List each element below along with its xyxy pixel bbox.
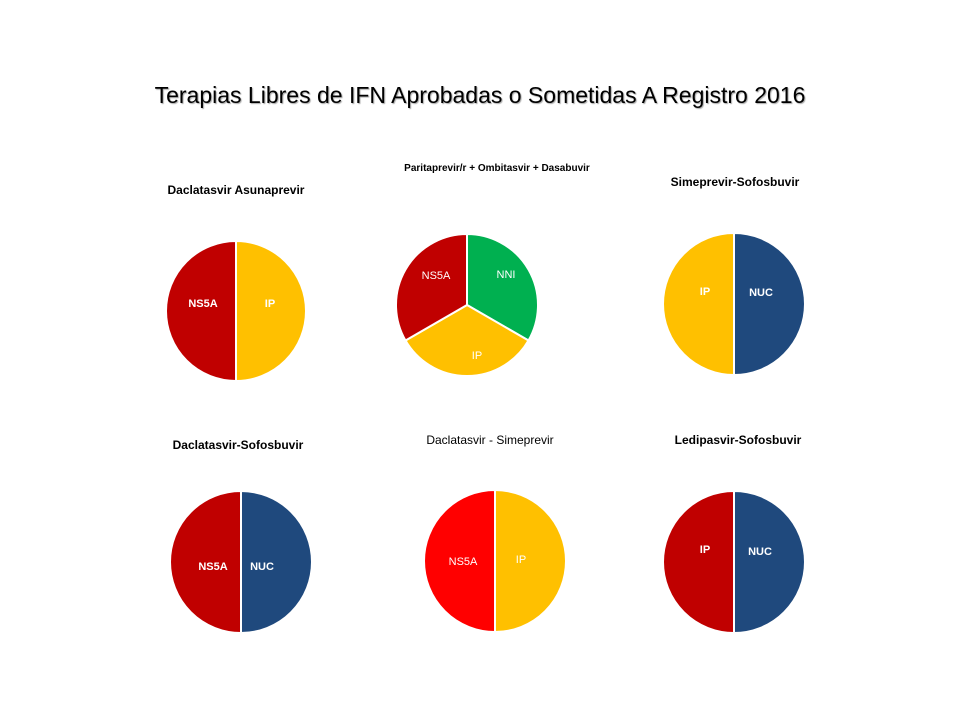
slice-label-nni: NNI — [497, 269, 516, 281]
slice-label-ip: IP — [516, 554, 526, 566]
pie-slice-ns5a — [423, 488, 496, 634]
chart-title-daclatasvir-sofosbuvir: Daclatasvir-Sofosbuvir — [172, 438, 304, 452]
pie-slice-ip — [662, 231, 735, 377]
pie-slice-nuc — [733, 231, 806, 377]
pie-slice-nni — [466, 232, 539, 342]
slice-label-ip: IP — [472, 350, 482, 362]
pie-chart-simeprevir-sofosbuvir: NUC IP — [662, 231, 806, 377]
pie-chart-daclatasvir-asunaprevir: IP NS5A — [165, 239, 307, 383]
slice-label-ns5a: NS5A — [198, 561, 227, 573]
slice-label-ip: IP — [700, 286, 710, 298]
pie-slice-nuc — [733, 489, 806, 635]
pie-slice-ns5a — [169, 489, 242, 635]
pie-chart-paritaprevir-ombitasvir-dasabuvir: NNI IP NS5A — [395, 232, 539, 377]
chart-title-ledipasvir-sofosbuvir: Ledipasvir-Sofosbuvir — [674, 433, 802, 447]
pie-slice-ip — [662, 489, 735, 635]
chart-title-daclatasvir-simeprevir: Daclatasvir - Simeprevir — [426, 433, 554, 447]
pie-chart-daclatasvir-simeprevir: IP NS5A — [423, 488, 567, 634]
slice-label-ip: IP — [265, 298, 275, 310]
pie-slice-ip — [235, 239, 307, 383]
pie-chart-daclatasvir-sofosbuvir: NUC NS5A — [169, 489, 313, 635]
slice-label-nuc: NUC — [250, 561, 274, 573]
pie-slice-ns5a — [395, 232, 468, 342]
slice-label-nuc: NUC — [748, 546, 772, 558]
chart-title-paritaprevir-ombitasvir-dasabuvir: Paritaprevir/r + Ombitasvir + Dasabuvir — [404, 163, 590, 174]
pie-slice-ns5a — [165, 239, 237, 383]
chart-title-simeprevir-sofosbuvir: Simeprevir-Sofosbuvir — [670, 175, 800, 189]
pie-chart-ledipasvir-sofosbuvir: NUC IP — [662, 489, 806, 635]
chart-title-daclatasvir-asunaprevir: Daclatasvir Asunaprevir — [167, 183, 305, 197]
slide-title: Terapias Libres de IFN Aprobadas o Somet… — [154, 82, 806, 108]
slice-label-ns5a: NS5A — [188, 298, 217, 310]
slice-label-ns5a: NS5A — [422, 270, 451, 282]
pie-slice-nuc — [240, 489, 313, 635]
slice-label-ip: IP — [700, 544, 710, 556]
slice-label-ns5a: NS5A — [449, 556, 478, 568]
slice-label-nuc: NUC — [749, 287, 773, 299]
pie-slice-ip — [494, 488, 567, 634]
